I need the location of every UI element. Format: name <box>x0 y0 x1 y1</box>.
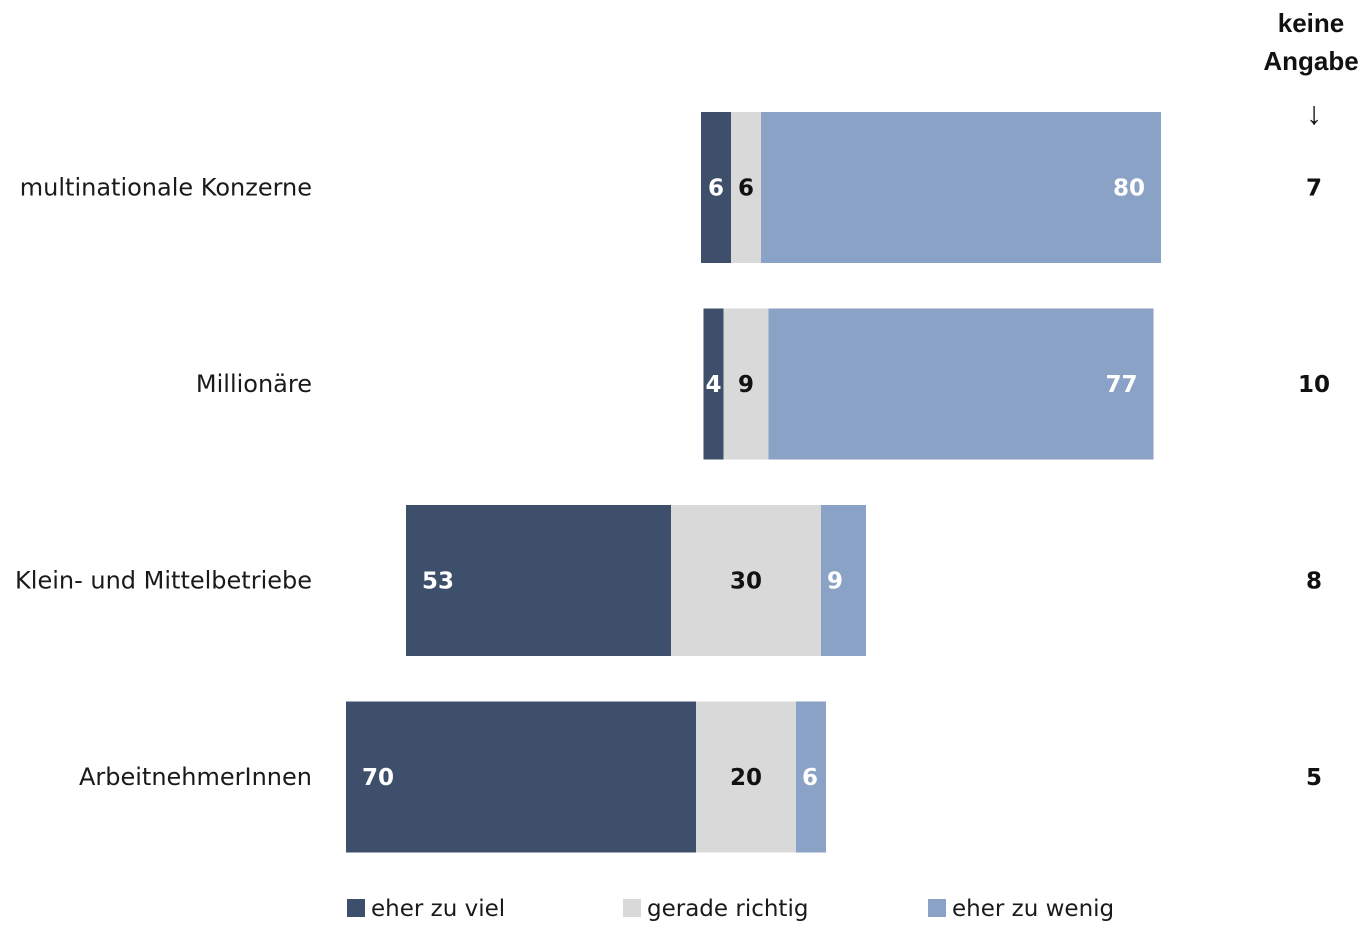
legend: eher zu viel gerade richtig eher zu wenig <box>347 896 1114 922</box>
category-label: multinationale Konzerne <box>20 174 312 202</box>
data-label-gerade-richtig: 9 <box>738 372 754 398</box>
bar-segment-eher-zu-viel <box>346 701 696 853</box>
bar-segment-eher-zu-viel <box>701 112 731 263</box>
bar-segment-eher-zu-wenig <box>761 112 1161 263</box>
data-label-gerade-richtig: 6 <box>738 176 754 202</box>
bar-segment-eher-zu-wenig <box>821 505 866 656</box>
legend-swatch <box>347 899 365 917</box>
bar-segment-eher-zu-viel <box>406 505 671 656</box>
bar-row-millionäre: 4 9 77 Millionäre 10 <box>196 308 1330 460</box>
legend-swatch <box>928 899 946 917</box>
bar-row-multinationale-konzerne: 6 6 80 multinationale Konzerne 7 <box>20 112 1322 263</box>
data-label-eher-zu-wenig: 77 <box>1105 372 1137 398</box>
keine-angabe-value: 10 <box>1298 372 1330 398</box>
legend-swatch <box>623 899 641 917</box>
bar-segment-gerade-richtig <box>696 701 796 853</box>
category-label: ArbeitnehmerInnen <box>79 763 312 791</box>
bar-segment-eher-zu-viel <box>703 308 724 460</box>
keine-angabe-value: 7 <box>1306 176 1322 202</box>
data-label-eher-zu-viel: 4 <box>705 372 721 398</box>
data-label-eher-zu-wenig: 9 <box>827 569 843 595</box>
data-label-eher-zu-wenig: 80 <box>1113 176 1145 202</box>
legend-item-gerade-richtig: gerade richtig <box>623 896 808 922</box>
legend-item-eher-zu-wenig: eher zu wenig <box>928 896 1114 922</box>
data-label-gerade-richtig: 30 <box>730 569 762 595</box>
data-label-eher-zu-viel: 53 <box>422 569 454 595</box>
bar-row-arbeitnehmerinnen: 70 20 6 ArbeitnehmerInnen 5 <box>79 701 1322 853</box>
bar-row-klein-und-mittelbetriebe: 53 30 9 Klein- und Mittelbetriebe 8 <box>15 505 1322 656</box>
keine-angabe-header-line-1: keine <box>1278 8 1345 38</box>
data-label-gerade-richtig: 20 <box>730 765 762 791</box>
category-label: Millionäre <box>196 370 312 398</box>
keine-angabe-header-line-2: Angabe <box>1263 46 1358 76</box>
legend-label: eher zu viel <box>371 896 505 922</box>
legend-label: gerade richtig <box>647 896 808 922</box>
data-label-eher-zu-viel: 70 <box>362 765 394 791</box>
legend-item-eher-zu-viel: eher zu viel <box>347 896 505 922</box>
data-label-eher-zu-wenig: 6 <box>802 765 818 791</box>
category-label: Klein- und Mittelbetriebe <box>15 567 312 595</box>
legend-label: eher zu wenig <box>952 896 1114 922</box>
bar-segment-gerade-richtig <box>731 112 761 263</box>
data-label-eher-zu-viel: 6 <box>708 176 724 202</box>
bar-segment-gerade-richtig <box>723 308 769 460</box>
keine-angabe-value: 8 <box>1306 569 1322 595</box>
down-arrow-icon: ↓ <box>1306 95 1322 131</box>
bar-segment-eher-zu-wenig <box>768 308 1154 460</box>
keine-angabe-header: keine Angabe ↓ <box>1263 8 1358 131</box>
bar-segment-eher-zu-wenig <box>796 701 826 853</box>
keine-angabe-value: 5 <box>1306 765 1322 791</box>
bar-segment-gerade-richtig <box>671 505 821 656</box>
